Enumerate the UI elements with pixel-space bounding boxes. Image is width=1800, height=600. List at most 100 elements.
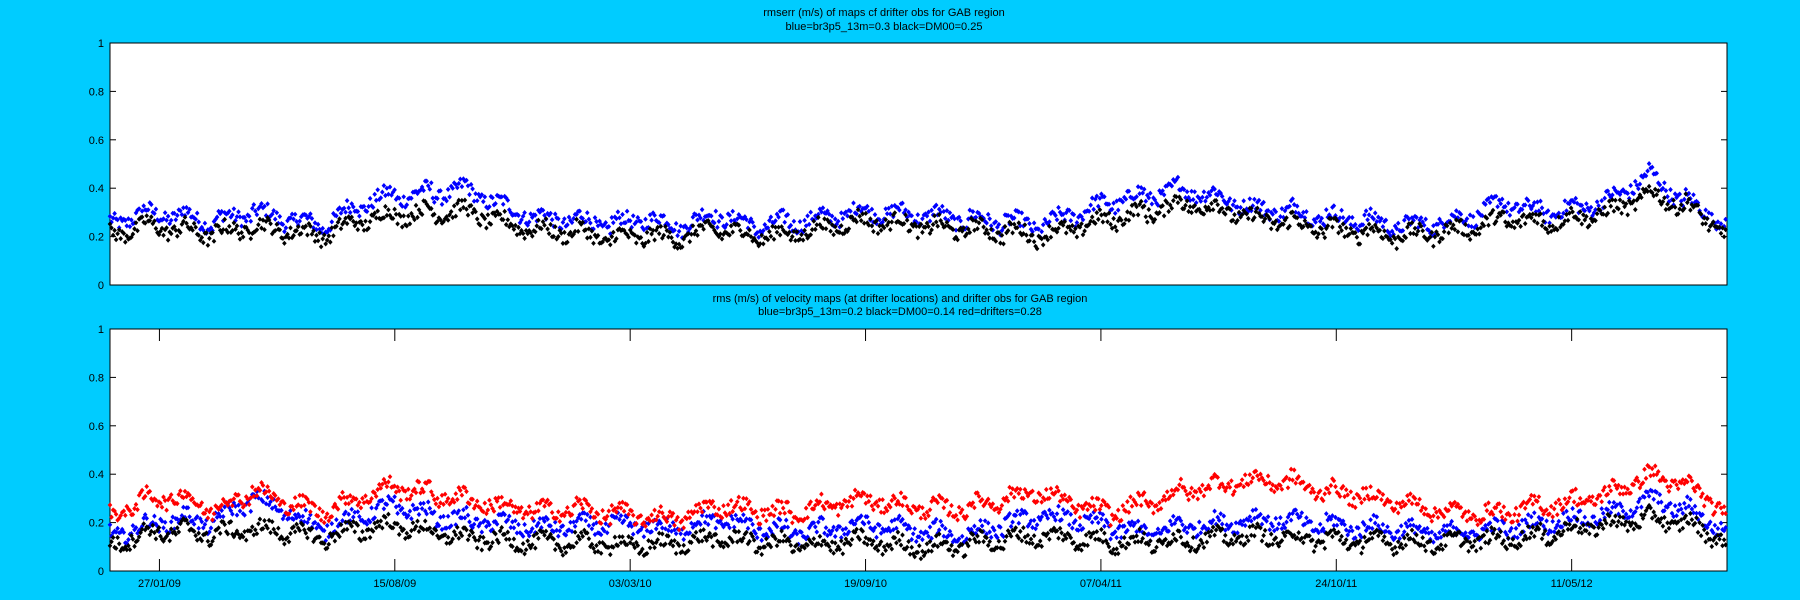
data-point xyxy=(528,211,533,217)
data-point xyxy=(1487,199,1493,206)
data-point xyxy=(1576,217,1581,223)
data-point xyxy=(556,533,561,539)
data-point xyxy=(878,227,884,233)
data-point xyxy=(522,521,527,528)
data-point xyxy=(797,219,803,225)
data-point xyxy=(1314,527,1320,533)
data-point xyxy=(351,519,356,525)
data-point xyxy=(271,208,276,214)
data-point xyxy=(164,225,169,231)
data-point xyxy=(1668,187,1673,193)
data-point xyxy=(513,518,518,524)
data-point xyxy=(1651,496,1656,502)
data-point xyxy=(435,195,440,202)
data-point xyxy=(956,536,962,542)
data-point xyxy=(1350,528,1355,534)
data-point xyxy=(1252,196,1257,202)
data-point xyxy=(675,233,680,239)
data-point xyxy=(1119,535,1124,541)
data-point xyxy=(767,229,772,235)
data-point xyxy=(1238,204,1243,211)
data-point xyxy=(346,519,351,525)
data-point xyxy=(312,238,318,244)
data-point xyxy=(1440,527,1445,533)
data-point xyxy=(289,211,295,217)
data-point xyxy=(1096,216,1101,222)
data-point xyxy=(305,232,310,238)
data-point xyxy=(250,230,255,237)
data-point xyxy=(424,511,429,517)
data-point xyxy=(199,224,205,230)
data-point xyxy=(1688,207,1693,213)
data-point xyxy=(401,213,406,219)
data-point xyxy=(324,545,330,551)
data-point xyxy=(1045,515,1051,521)
data-point xyxy=(393,504,399,510)
data-point xyxy=(1011,215,1017,221)
data-point xyxy=(142,512,148,518)
data-point xyxy=(1507,212,1513,218)
data-point xyxy=(217,211,223,217)
data-point xyxy=(479,192,485,198)
data-point xyxy=(1402,217,1407,223)
y-tick-label: 0.4 xyxy=(89,183,104,195)
data-point xyxy=(1337,215,1343,221)
data-point xyxy=(168,519,174,525)
data-point xyxy=(225,531,231,537)
data-point xyxy=(263,523,269,529)
data-point xyxy=(1308,223,1314,229)
data-point xyxy=(306,221,312,227)
data-point xyxy=(520,533,526,539)
data-point xyxy=(326,233,332,239)
data-point xyxy=(1027,238,1032,244)
data-point xyxy=(1449,518,1454,524)
data-point xyxy=(757,241,763,247)
data-point xyxy=(462,197,468,203)
data-point xyxy=(268,530,273,536)
data-point xyxy=(886,219,891,225)
data-point xyxy=(802,227,807,233)
data-point xyxy=(548,523,553,529)
data-point xyxy=(1532,200,1537,206)
data-point xyxy=(461,204,466,211)
data-point xyxy=(1282,525,1288,531)
data-point xyxy=(1201,189,1207,195)
data-point xyxy=(750,219,755,225)
data-point xyxy=(520,213,526,219)
data-point xyxy=(458,176,463,182)
data-point xyxy=(1499,196,1505,202)
data-point xyxy=(1573,195,1578,201)
data-point xyxy=(1550,518,1555,524)
data-point xyxy=(291,516,296,522)
data-point xyxy=(776,214,781,220)
data-point xyxy=(670,228,676,234)
data-point xyxy=(430,510,436,516)
data-point xyxy=(1287,203,1292,209)
data-point xyxy=(1094,210,1100,216)
data-point xyxy=(256,222,261,228)
data-point xyxy=(196,219,201,225)
data-point xyxy=(207,235,212,241)
data-point xyxy=(1189,188,1194,194)
data-point xyxy=(1623,201,1629,207)
data-point xyxy=(109,533,114,539)
data-point xyxy=(1016,520,1022,526)
data-point xyxy=(507,224,512,230)
data-point xyxy=(1080,217,1086,223)
data-point xyxy=(282,240,287,246)
data-point xyxy=(194,210,200,216)
data-point xyxy=(1372,210,1378,216)
data-point xyxy=(1253,506,1259,513)
data-point xyxy=(1365,217,1370,223)
data-point xyxy=(1288,517,1294,523)
data-point xyxy=(1509,525,1514,531)
data-point xyxy=(1605,188,1611,194)
data-point xyxy=(1348,225,1354,232)
data-point xyxy=(1683,191,1689,197)
data-point xyxy=(352,223,358,229)
data-point xyxy=(627,218,633,224)
data-point xyxy=(1665,504,1670,510)
data-point xyxy=(1363,208,1369,214)
data-point xyxy=(447,194,452,200)
data-point xyxy=(609,214,615,221)
